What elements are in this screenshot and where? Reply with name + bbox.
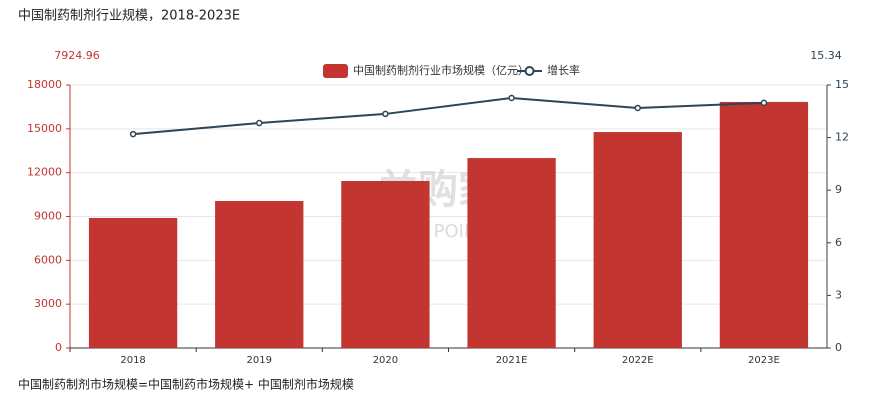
y2-tick-label: 6 xyxy=(835,236,842,249)
line-point xyxy=(634,104,641,112)
x-tick-label: 2022E xyxy=(622,355,654,366)
bar xyxy=(341,180,430,348)
y2-axis-note: 15.34 xyxy=(810,49,842,62)
legend-swatch xyxy=(323,64,348,78)
legend-label: 增长率 xyxy=(547,63,580,77)
x-tick-label: 2018 xyxy=(120,355,145,366)
y2-tick-label: 9 xyxy=(835,183,842,196)
x-tick-label: 2020 xyxy=(373,355,398,366)
bar xyxy=(719,101,809,349)
legend-swatch xyxy=(524,66,535,76)
y2-tick-label: 0 xyxy=(835,341,842,354)
bar xyxy=(215,201,304,348)
footnote: 中国制药制剂市场规模=中国制药市场规模+ 中国制剂市场规模 xyxy=(18,377,354,392)
y-tick-label: 18000 xyxy=(27,78,62,91)
line-point xyxy=(256,119,263,127)
bar xyxy=(467,158,556,348)
x-tick-label: 2019 xyxy=(247,355,272,366)
line-point xyxy=(382,110,389,118)
y-tick-label: 15000 xyxy=(27,122,62,135)
y-tick-label: 12000 xyxy=(27,166,62,179)
bar xyxy=(593,132,682,348)
line-point xyxy=(760,99,768,107)
y-tick-label: 0 xyxy=(55,341,62,354)
y-tick-label: 9000 xyxy=(34,210,62,223)
x-tick-label: 2021E xyxy=(496,355,528,366)
line-point xyxy=(129,130,137,138)
y2-tick-label: 12 xyxy=(835,131,849,144)
y-axis-note: 7924.96 xyxy=(54,49,100,62)
legend-label: 中国制药制剂行业市场规模（亿元） xyxy=(353,63,529,77)
y2-tick-label: 15 xyxy=(835,78,849,91)
y2-tick-label: 3 xyxy=(835,288,842,301)
y-tick-label: 6000 xyxy=(34,253,62,266)
line-point xyxy=(508,94,515,102)
x-tick-label: 2023E xyxy=(748,355,780,366)
y-tick-label: 3000 xyxy=(34,297,62,310)
bar xyxy=(88,217,178,348)
line xyxy=(132,96,764,136)
chart-title: 中国制药制剂行业规模，2018-2023E xyxy=(18,9,240,24)
